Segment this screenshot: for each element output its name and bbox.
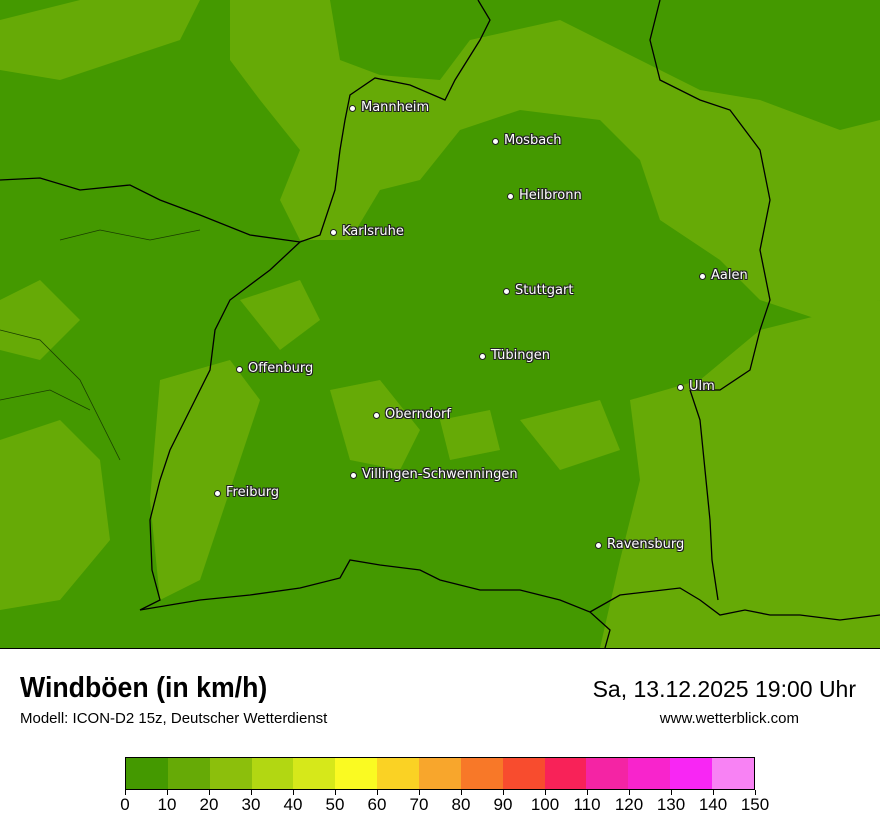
city-dot-icon [330, 229, 337, 236]
city-dot-icon [595, 542, 602, 549]
legend-color-swatch [167, 758, 210, 789]
legend-color-swatch [586, 758, 629, 789]
city-label: Aalen [711, 268, 748, 283]
wind-gust-map: Mannheim Mosbach Heilbronn Karlsruhe Aal… [0, 0, 880, 649]
legend-tick-mark [166, 790, 168, 795]
legend-color-swatch [293, 758, 336, 789]
region-borders [0, 229, 201, 461]
legend-color-swatch [126, 758, 168, 789]
city-label: Mannheim [361, 100, 430, 115]
city-dot-icon [677, 384, 684, 391]
legend-tick-mark [460, 790, 462, 795]
city-label: Freiburg [226, 485, 280, 500]
city-dot-icon [699, 273, 706, 280]
legend-color-swatch [209, 758, 252, 789]
legend-color-swatch [670, 758, 713, 789]
legend-tick-mark [208, 790, 210, 795]
legend-tick-mark [670, 790, 672, 795]
legend-tick-label: 100 [530, 795, 560, 814]
city-dot-icon [236, 366, 243, 373]
legend-color-swatch [377, 758, 420, 789]
map-terrain [0, 0, 880, 648]
legend-tick-mark [334, 790, 336, 795]
model-info: Modell: ICON-D2 15z, Deutscher Wetterdie… [20, 710, 328, 727]
city-label: Villingen-Schwenningen [362, 467, 518, 482]
legend-color-swatch [335, 758, 378, 789]
legend-tick-label: 40 [283, 795, 303, 814]
legend-tick-mark [544, 790, 546, 795]
country-borders [0, 0, 880, 648]
legend-tick-label: 10 [157, 795, 177, 814]
city-label: Tübingen [491, 348, 550, 363]
legend-tick-label: 140 [698, 795, 728, 814]
city-dot-icon [349, 105, 356, 112]
city-dot-icon [503, 288, 510, 295]
city-label: Oberndorf [385, 407, 451, 422]
city-dot-icon [373, 412, 380, 419]
legend-tick-label: 0 [120, 795, 130, 814]
city-label: Offenburg [248, 361, 314, 376]
legend-tick-label: 110 [573, 795, 601, 814]
legend-tick-label: 120 [614, 795, 644, 814]
light-wind-areas [0, 0, 880, 648]
legend-tick-label: 70 [409, 795, 429, 814]
legend-color-swatch [251, 758, 294, 789]
forecast-datetime: Sa, 13.12.2025 19:00 Uhr [592, 676, 856, 702]
legend-tick-label: 30 [241, 795, 261, 814]
legend-tick-mark [418, 790, 420, 795]
legend-color-swatch [460, 758, 503, 789]
city-dot-icon [507, 193, 514, 200]
legend-tick-mark [586, 790, 588, 795]
legend-color-swatch [712, 758, 754, 789]
legend-tick-label: 80 [451, 795, 471, 814]
city-dot-icon [479, 353, 486, 360]
legend-tick-label: 150 [740, 795, 770, 814]
legend-tick-mark [124, 790, 126, 795]
website-link: www.wetterblick.com [659, 710, 799, 727]
legend-tick-mark [712, 790, 714, 795]
city-dot-icon [492, 138, 499, 145]
legend-tick-mark [754, 790, 756, 795]
legend-color-swatch [419, 758, 461, 789]
legend-tick-label: 130 [656, 795, 686, 814]
city-dot-icon [350, 472, 357, 479]
legend-tick-mark [376, 790, 378, 795]
legend-tick-mark [628, 790, 630, 795]
legend-tick-mark [502, 790, 504, 795]
city-label: Ravensburg [607, 537, 685, 552]
legend-tick-label: 20 [199, 795, 219, 814]
legend-tick-label: 60 [367, 795, 387, 814]
city-label: Mosbach [504, 133, 562, 148]
city-label: Heilbronn [519, 188, 582, 203]
legend-tick-mark [250, 790, 252, 795]
city-label: Ulm [689, 379, 715, 394]
city-label: Stuttgart [515, 283, 574, 298]
legend-tick-mark [292, 790, 294, 795]
map-title: Windböen (in km/h) [20, 672, 268, 704]
city-dot-icon [214, 490, 221, 497]
city-label: Karlsruhe [342, 224, 404, 239]
legend-color-swatch [544, 758, 587, 789]
color-legend [125, 757, 755, 790]
legend-color-swatch [628, 758, 671, 789]
legend-tick-label: 90 [493, 795, 513, 814]
legend-tick-label: 50 [325, 795, 345, 814]
legend-color-swatch [502, 758, 545, 789]
